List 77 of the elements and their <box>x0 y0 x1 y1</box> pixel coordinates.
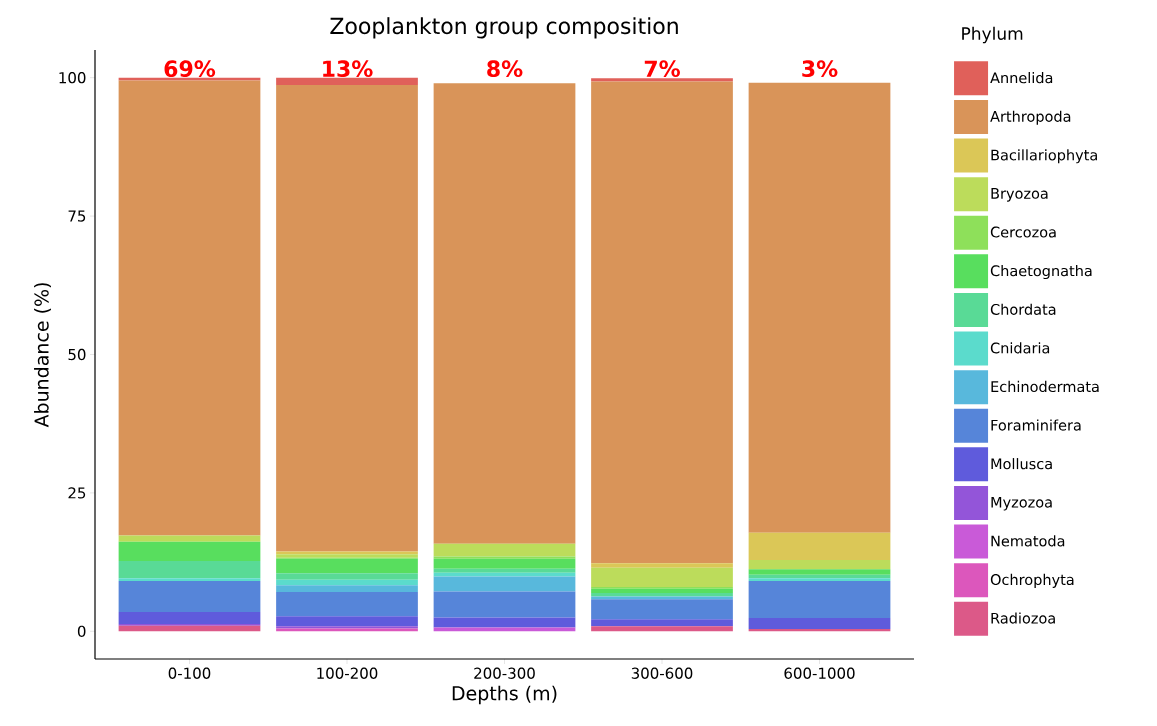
bar <box>748 569 891 575</box>
bar <box>748 559 891 570</box>
legend-label: Chaetognatha <box>990 265 1092 280</box>
legend-label: Cnidaria <box>990 342 1050 354</box>
bar <box>433 558 576 569</box>
bar <box>433 568 576 573</box>
bar <box>591 78 733 82</box>
bar <box>118 625 261 632</box>
y-tick-label: 50 <box>68 348 86 361</box>
bar <box>276 616 418 627</box>
annotation: 3% <box>802 60 838 77</box>
bar <box>433 543 576 557</box>
bar <box>276 585 418 593</box>
legend-label: Mollusca <box>991 458 1052 470</box>
bar <box>276 579 418 586</box>
annotation: 69% <box>164 60 216 77</box>
bar <box>591 563 733 568</box>
legend-label: Arthropoda <box>990 110 1071 125</box>
legend-label: Bacillariophyta <box>991 149 1097 164</box>
chart-title: Zooplankton group composition <box>330 17 678 39</box>
bar <box>591 81 733 564</box>
bar <box>748 532 891 560</box>
annotation: 13% <box>323 60 373 77</box>
bar <box>433 576 576 592</box>
x-tick-label: 100-200 <box>317 667 378 679</box>
bar <box>748 578 891 581</box>
x-tick-label: 200-300 <box>474 667 535 679</box>
y-tick-label: 25 <box>68 487 86 499</box>
bar <box>748 82 891 533</box>
legend-label: Echinodermata <box>991 380 1099 393</box>
bar <box>118 578 261 581</box>
bar <box>591 599 733 620</box>
bar <box>276 77 418 85</box>
legend-title: Phylum <box>962 26 1023 44</box>
y-tick-label: 0 <box>77 625 86 637</box>
bar <box>591 626 733 632</box>
legend-label: Chordata <box>990 303 1056 315</box>
legend-label: Bryozoa <box>991 188 1048 202</box>
annotation: 8% <box>487 60 523 77</box>
y-axis-title: Abundance (%) <box>34 283 51 428</box>
legend-label: Annelida <box>990 72 1053 84</box>
annotation: 7% <box>644 60 680 77</box>
y-tick-label: 100 <box>59 72 86 84</box>
bar <box>433 617 576 628</box>
legend-label: Foraminifera <box>991 419 1081 431</box>
bar <box>748 618 891 630</box>
bar <box>276 558 418 574</box>
bar <box>433 556 576 559</box>
x-tick-label: 300-600 <box>631 667 693 679</box>
legend-label: Ochrophyta <box>990 573 1074 588</box>
bar <box>276 84 418 552</box>
legend-label: Myzozoa <box>991 496 1052 511</box>
bar <box>748 574 891 579</box>
bar <box>433 627 576 632</box>
bar <box>118 535 261 542</box>
bar <box>433 572 576 577</box>
bar <box>118 80 261 536</box>
x-axis-title: Depths (m) <box>452 685 557 705</box>
bar <box>591 588 733 594</box>
bar <box>118 541 261 561</box>
x-tick-label: 600-1000 <box>784 667 855 679</box>
bar <box>276 573 418 580</box>
bar <box>433 83 576 544</box>
x-tick-label: 0-100 <box>168 667 211 679</box>
bar <box>748 580 891 619</box>
bar <box>118 561 261 579</box>
bar <box>433 591 576 618</box>
bar <box>591 567 733 588</box>
legend-label: Nematoda <box>991 535 1065 547</box>
legend-label: Radiozoa <box>991 612 1055 624</box>
bar <box>118 611 261 625</box>
y-tick-label: 75 <box>68 210 86 222</box>
bar <box>118 580 261 612</box>
bar <box>276 592 418 617</box>
legend-label: Cercozoa <box>990 226 1056 238</box>
bar <box>591 619 733 627</box>
bar <box>748 629 891 632</box>
